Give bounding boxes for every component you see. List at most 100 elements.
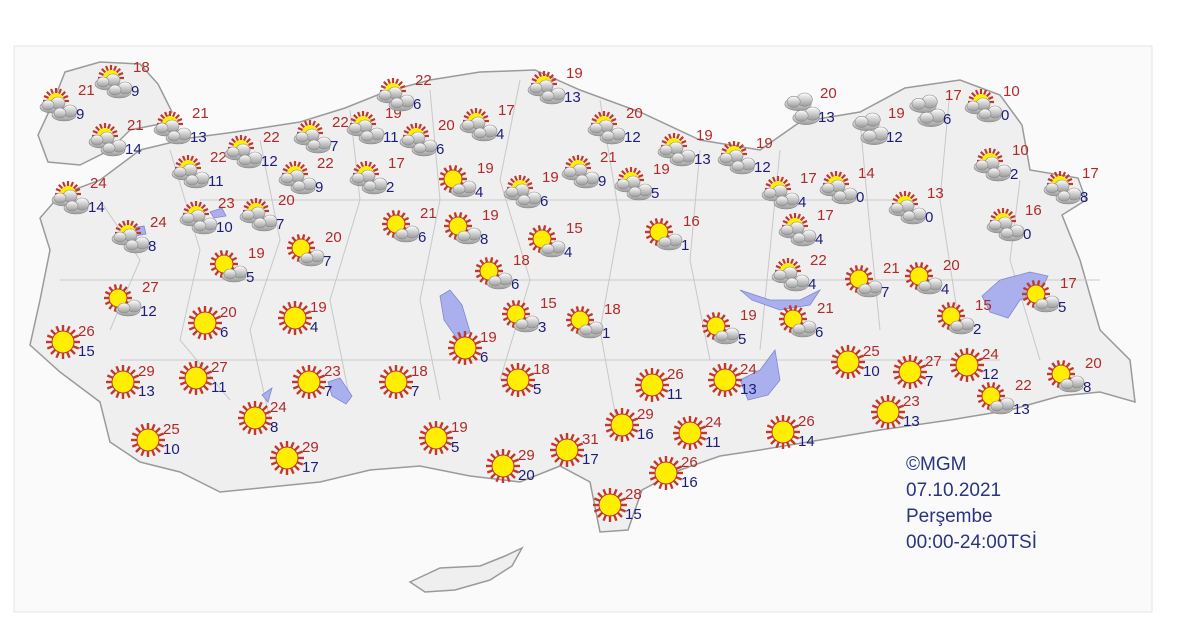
partly-cloudy-icon xyxy=(239,198,278,232)
max-temperature: 27 xyxy=(925,353,942,370)
min-temperature: 13 xyxy=(694,151,711,168)
max-temperature: 17 xyxy=(800,170,817,187)
max-temperature: 15 xyxy=(540,295,557,312)
max-temperature: 19 xyxy=(696,127,713,144)
min-temperature: 6 xyxy=(815,324,824,341)
min-temperature: 6 xyxy=(511,276,520,293)
min-temperature: 11 xyxy=(705,434,721,451)
max-temperature: 21 xyxy=(420,205,437,222)
partly-cloudy-icon xyxy=(224,135,263,169)
min-temperature: 0 xyxy=(1023,226,1032,243)
partly-cloudy-icon xyxy=(527,71,566,105)
sunny-icon xyxy=(188,306,222,340)
max-temperature: 23 xyxy=(903,393,920,410)
max-temperature: 29 xyxy=(637,406,654,423)
max-temperature: 23 xyxy=(324,363,341,380)
partly-cloudy-icon xyxy=(94,65,133,99)
min-temperature: 4 xyxy=(941,281,950,298)
lake-sapanca xyxy=(209,207,227,219)
max-temperature: 26 xyxy=(667,366,684,383)
sunny-icon xyxy=(270,441,304,475)
min-temperature: 5 xyxy=(533,381,542,398)
max-temperature: 18 xyxy=(533,361,550,378)
min-temperature: 4 xyxy=(798,194,807,211)
min-temperature: 0 xyxy=(856,189,865,206)
sunny-icon xyxy=(893,355,927,389)
forecast-date: 07.10.2021 xyxy=(906,480,1002,501)
min-temperature: 11 xyxy=(208,173,224,190)
sun-small-cloud-icon xyxy=(702,312,740,345)
partly-cloudy-icon xyxy=(171,155,210,189)
min-temperature: 9 xyxy=(76,106,85,123)
max-temperature: 20 xyxy=(820,85,837,102)
sunny-icon xyxy=(831,345,865,379)
max-temperature: 29 xyxy=(138,363,155,380)
partly-cloudy-icon xyxy=(717,141,756,175)
sunny-icon xyxy=(106,365,140,399)
max-temperature: 16 xyxy=(1025,202,1042,219)
max-temperature: 28 xyxy=(625,486,642,503)
min-temperature: 13 xyxy=(190,129,207,146)
lake-beysehir xyxy=(327,377,353,405)
partly-cloudy-icon xyxy=(1043,171,1082,205)
partly-cloudy-icon xyxy=(778,213,817,247)
partly-cloudy-icon xyxy=(657,133,696,167)
max-temperature: 21 xyxy=(192,105,209,122)
sunny-icon xyxy=(179,361,213,395)
max-temperature: 25 xyxy=(163,421,180,438)
min-temperature: 15 xyxy=(78,343,95,360)
partly-cloudy-icon xyxy=(587,111,626,145)
max-temperature: 19 xyxy=(566,65,583,82)
sun-small-cloud-icon xyxy=(1047,360,1085,393)
min-temperature: 9 xyxy=(598,173,607,190)
max-temperature: 25 xyxy=(863,343,880,360)
lake-tuz xyxy=(439,289,471,341)
partly-cloudy-icon xyxy=(293,120,332,154)
sunny-icon xyxy=(131,423,165,457)
max-temperature: 21 xyxy=(127,117,144,134)
sunny-icon xyxy=(486,449,520,483)
max-temperature: 22 xyxy=(810,252,827,269)
min-temperature: 5 xyxy=(451,439,460,456)
sunny-icon xyxy=(635,368,669,402)
min-temperature: 6 xyxy=(540,193,549,210)
max-temperature: 19 xyxy=(542,169,559,186)
max-temperature: 27 xyxy=(142,279,159,296)
partly-cloudy-icon xyxy=(111,220,150,254)
max-temperature: 19 xyxy=(310,299,327,316)
max-temperature: 19 xyxy=(888,105,905,122)
partly-cloudy-icon xyxy=(503,175,542,209)
min-temperature: 5 xyxy=(1058,299,1067,316)
sun-small-cloud-icon xyxy=(444,212,482,245)
max-temperature: 21 xyxy=(883,260,900,277)
max-temperature: 19 xyxy=(653,161,670,178)
partly-cloudy-icon xyxy=(88,123,127,157)
sunny-icon xyxy=(649,456,683,490)
partly-cloudy-icon xyxy=(819,171,858,205)
max-temperature: 18 xyxy=(411,363,428,380)
sun-small-cloud-icon xyxy=(104,284,142,317)
partly-cloudy-icon xyxy=(153,111,192,145)
max-temperature: 17 xyxy=(498,102,515,119)
partly-cloudy-icon xyxy=(459,108,498,142)
sun-small-cloud-icon xyxy=(210,250,248,283)
max-temperature: 15 xyxy=(975,297,992,314)
min-temperature: 12 xyxy=(624,129,641,146)
min-temperature: 6 xyxy=(413,96,422,113)
min-temperature: 4 xyxy=(310,319,319,336)
sun-small-cloud-icon xyxy=(528,225,566,258)
sunny-icon xyxy=(950,348,984,382)
max-temperature: 26 xyxy=(798,413,815,430)
max-temperature: 19 xyxy=(451,419,468,436)
min-temperature: 8 xyxy=(480,231,489,248)
max-temperature: 17 xyxy=(388,155,405,172)
max-temperature: 22 xyxy=(317,155,334,172)
max-temperature: 20 xyxy=(626,105,643,122)
sunny-icon xyxy=(766,415,800,449)
min-temperature: 9 xyxy=(315,179,324,196)
partly-cloudy-icon xyxy=(399,123,438,157)
min-temperature: 12 xyxy=(982,366,999,383)
min-temperature: 17 xyxy=(302,459,319,476)
partly-cloudy-icon xyxy=(39,88,78,122)
